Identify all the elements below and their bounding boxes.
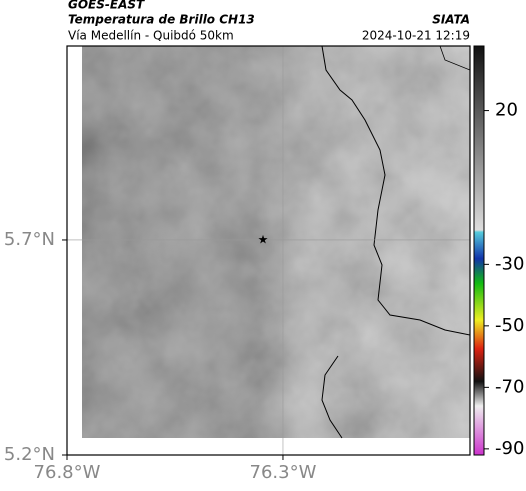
satellite-image bbox=[82, 46, 470, 439]
map-frame bbox=[66, 45, 471, 456]
colorbar-tick-label: -70 bbox=[495, 376, 524, 397]
grid bbox=[67, 46, 470, 455]
location-marker: ★ bbox=[258, 233, 269, 247]
x-tick-label: 76.3°W bbox=[250, 462, 317, 483]
colorbar-tick-label: -30 bbox=[495, 253, 524, 274]
timestamp: 2024-10-21 12:19 bbox=[362, 29, 470, 43]
subtitle: Temperatura de Brillo CH13 bbox=[68, 13, 255, 27]
colorbar-tick-label: 20 bbox=[495, 100, 518, 121]
location: Vía Medellín - Quibdó 50km bbox=[68, 29, 234, 43]
x-tick-label: 76.8°W bbox=[34, 462, 101, 483]
colorbar-tick-label: -90 bbox=[495, 438, 524, 459]
colorbar-tick-label: -50 bbox=[495, 315, 524, 336]
colorbar bbox=[473, 45, 485, 456]
y-tick-label: 5.2°N bbox=[4, 444, 55, 465]
title: GOES-EAST bbox=[68, 0, 145, 12]
source: SIATA bbox=[432, 13, 470, 27]
y-tick-label: 5.7°N bbox=[4, 229, 55, 250]
